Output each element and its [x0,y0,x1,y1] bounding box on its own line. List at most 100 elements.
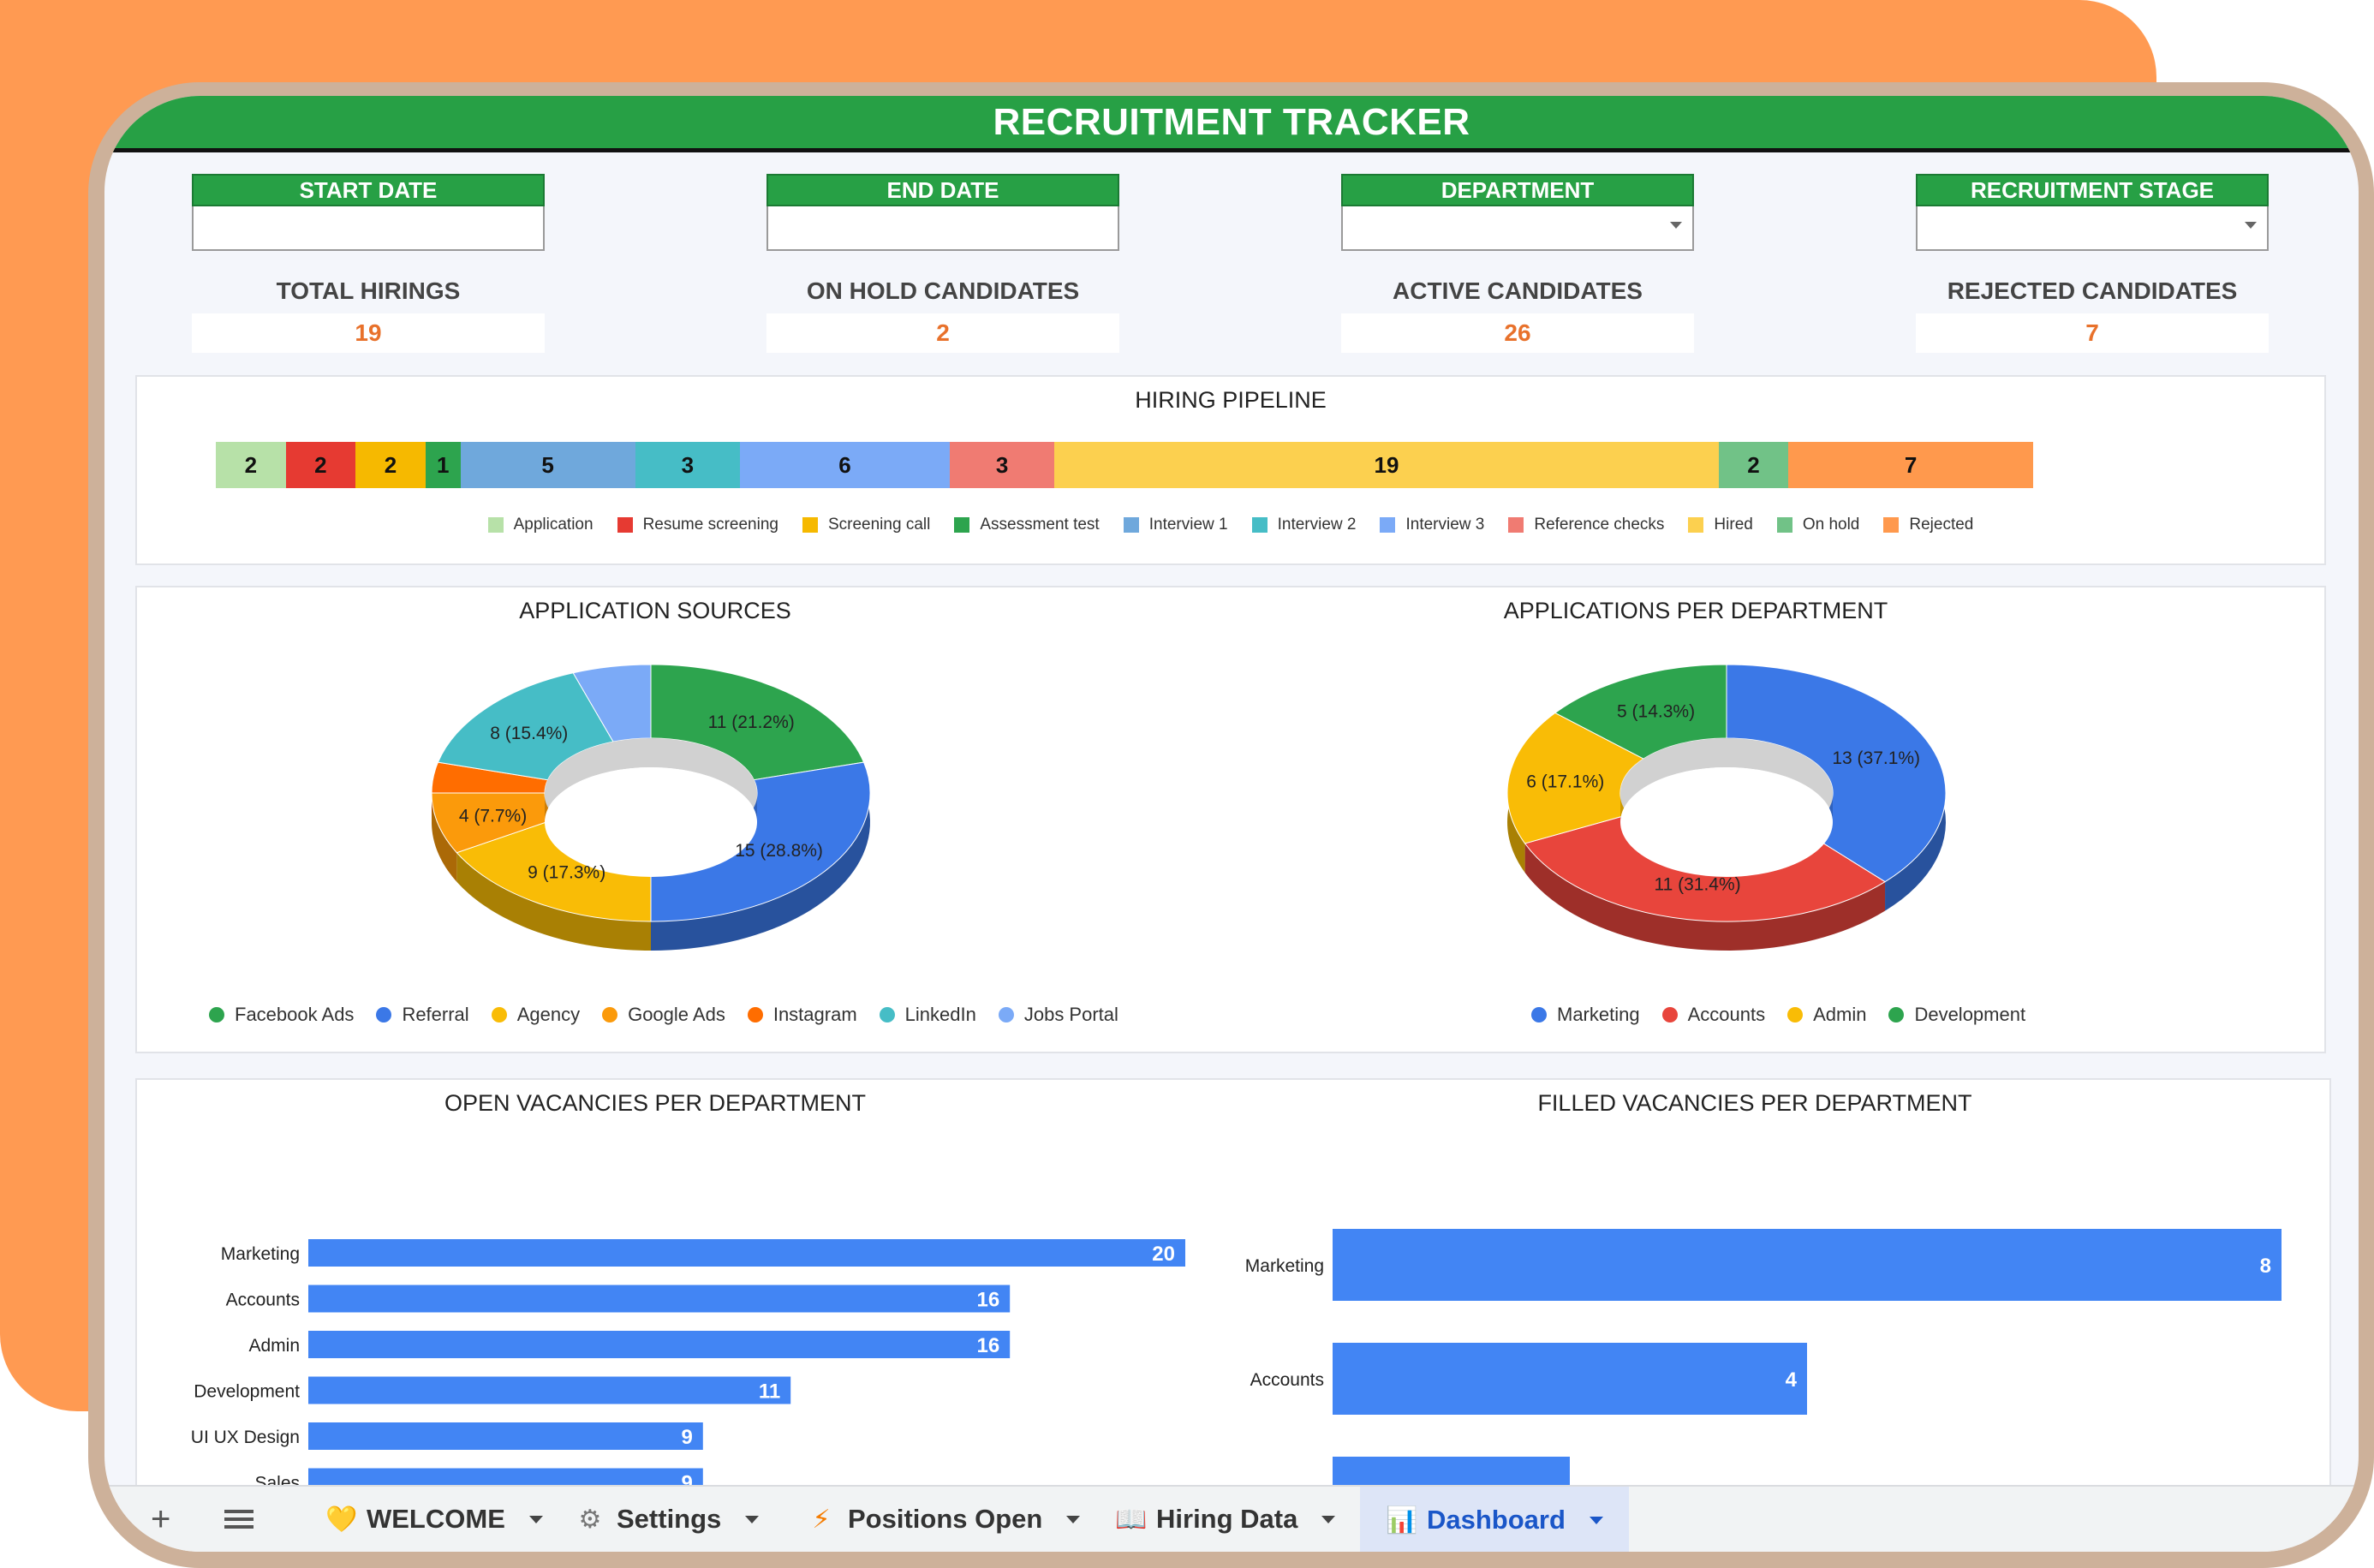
bar [1333,1343,1807,1415]
filter-label: START DATE [192,174,545,206]
donut-slice-side [432,793,457,882]
legend-item: Application [487,516,594,534]
tab-hiring-data[interactable]: 📖 Hiring Data [1115,1495,1336,1543]
data-label: 11 (31.4%) [1654,874,1740,894]
legend-swatch [617,517,633,533]
kpi-value: 7 [1916,313,2269,353]
legend-item: Google Ads [602,1004,725,1026]
donut-slice-side [456,852,651,951]
pipeline-segment: 7 [1788,442,2033,488]
legend-label: Screening call [827,516,931,534]
legend-label: Interview 3 [1405,516,1485,534]
legend-label: Facebook Ads [235,1004,355,1025]
category-label: Marketing [221,1244,300,1264]
donut-slice-side [1524,843,1886,951]
legend-item: Agency [491,1004,581,1026]
filter-start-date: START DATE [192,174,545,251]
plus-icon[interactable]: + [151,1499,171,1538]
legend-swatch [487,517,504,533]
legend-swatch [1883,517,1900,533]
tab-label: Hiring Data [1156,1504,1298,1534]
pipeline-segment: 5 [460,442,635,488]
donut-slice-side [651,762,870,951]
legend-swatch [1508,517,1524,533]
tab-settings[interactable]: ⚙ Settings [576,1495,760,1543]
bar [308,1239,1185,1267]
legend-dot [491,1007,507,1022]
donut-slice [1506,712,1645,844]
legend-item: Assessment test [954,516,1100,534]
pipeline-segment: 2 [216,442,286,488]
value-label: 8 [2260,1255,2271,1278]
bar [1333,1229,2282,1301]
filter-department: DEPARTMENT [1341,174,1694,251]
pipeline-bar: 2 2 2 1 5 3 6 3 19 2 7 [216,442,2033,488]
menu-lines [224,1510,254,1529]
chart-title: APPLICATIONS PER DEPARTMENT [1503,598,1888,623]
legend-item: Admin [1787,1004,1866,1026]
donut-hole [1620,767,1833,877]
chevron-down-icon[interactable] [1321,1515,1336,1523]
legend-label: Resume screening [642,516,778,534]
data-label: 5 (14.3%) [1617,702,1695,722]
legend-label: Jobs Portal [1023,1004,1118,1025]
chevron-down-icon[interactable] [528,1515,543,1523]
data-label: 9 (17.3%) [528,863,605,883]
tab-label: Positions Open [848,1504,1043,1534]
legend-label: On hold [1802,516,1860,534]
legend-label: Agency [516,1004,581,1025]
chevron-down-icon[interactable] [1066,1515,1081,1523]
value-label: 20 [1152,1243,1175,1266]
vacancies-panel: OPEN VACANCIES PER DEPARTMENT FILLED VAC… [135,1078,2331,1513]
chart-title: APPLICATION SOURCES [519,598,791,623]
heart-icon: 💛 [325,1505,358,1534]
legend-swatch [1688,517,1704,533]
menu-icon[interactable] [224,1495,254,1543]
chevron-down-icon[interactable] [2245,222,2257,229]
filter-label: RECRUITMENT STAGE [1916,174,2269,206]
lightning-icon: ⚡ [812,1505,831,1534]
legend-swatch [1123,517,1139,533]
filter-recruitment-stage: RECRUITMENT STAGE [1916,174,2269,251]
tab-welcome[interactable]: 💛 WELCOME [325,1495,543,1543]
dashboard-screen: RECRUITMENT TRACKER START DATE END DATE … [104,96,2359,1552]
sheet-tabs-bar: + 💛 WELCOME ⚙ Settings ⚡ Positions Open … [104,1485,2359,1552]
legend-dot [879,1007,895,1022]
pipeline-segment: 3 [635,442,741,488]
legend-swatch [802,517,818,533]
open-vacancies-chart: Marketing 20 Accounts 16 Admin 16 Development 1… [191,1239,1185,1496]
legend-dot [209,1007,224,1022]
legend-item: Referral [376,1004,469,1026]
legend-dot [1531,1007,1547,1022]
legend-dot [1661,1007,1678,1022]
chevron-down-icon[interactable] [1670,222,1682,229]
legend-item: Accounts [1661,1004,1765,1026]
legend-item: Rejected [1883,516,1973,534]
legend-label: Interview 1 [1148,516,1228,534]
kpi-on-hold: ON HOLD CANDIDATES 2 [766,277,1119,353]
legend-dot [602,1007,618,1022]
tab-positions-open[interactable]: ⚡ Positions Open [807,1495,1081,1543]
bar [308,1376,791,1404]
tab-label: Dashboard [1427,1505,1566,1535]
kpi-label: ON HOLD CANDIDATES [806,277,1080,304]
end-date-input[interactable] [766,206,1119,251]
recruitment-stage-select[interactable] [1916,206,2269,251]
start-date-input[interactable] [192,206,545,251]
chevron-down-icon[interactable] [1589,1516,1603,1524]
legend-item: Interview 1 [1123,516,1228,534]
chart-title: FILLED VACANCIES PER DEPARTMENT [1537,1090,1972,1116]
chevron-down-icon[interactable] [745,1515,760,1523]
tab-dashboard[interactable]: 📊 Dashboard [1360,1487,1629,1552]
chart-title: OPEN VACANCIES PER DEPARTMENT [444,1090,867,1116]
department-select[interactable] [1341,206,1694,251]
filled-vacancies-chart: Marketing8Accounts4Admin2 [1245,1229,2282,1513]
kpi-rejected: REJECTED CANDIDATES 7 [1916,277,2269,353]
legend-item: Hired [1688,516,1753,534]
legend-swatch [1776,517,1792,533]
kpi-total-hirings: TOTAL HIRINGS 19 [192,277,545,353]
pipeline-segment: 1 [425,442,461,488]
page-title: RECRUITMENT TRACKER [993,101,1470,143]
application-sources-donut: 11 (21.2%) 15 (28.8%) 9 (17.3%) 4 (7.7%) 8 (… [431,664,871,951]
legend-dot [747,1007,763,1022]
